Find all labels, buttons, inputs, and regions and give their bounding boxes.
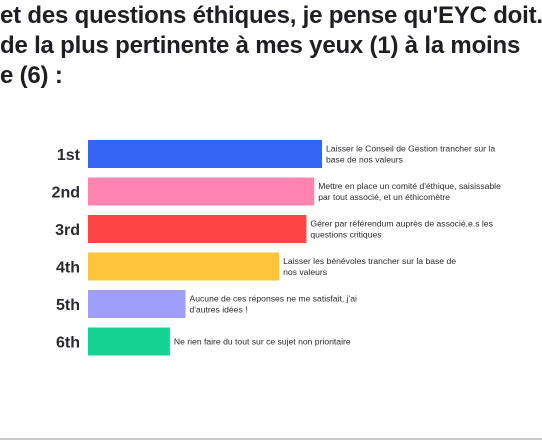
question-title: et des questions éthiques, je pense qu'E… [0,0,542,90]
bar-3-label-line-1: Gérer par référendum auprès de associé.e… [310,219,492,229]
bar-5-label-line-2: d'autres idées ! [190,305,248,315]
bar-1-label-line-2: base de nos valeurs [326,155,403,165]
rank-label-6: 6th [56,335,80,352]
bar-4-label-line-1: Laisser les bénévoles trancher sur la ba… [283,256,456,266]
bar-5 [88,290,186,318]
bar-2 [88,177,315,206]
rank-label-2: 2nd [52,185,80,202]
title-line-3: e (6) : [0,62,63,89]
bar-4-label-line-2: nos valeurs [283,267,327,277]
rank-label-4: 4th [56,260,80,277]
bar-2-label-line-1: Mettre en place un comité d'éthique, sai… [318,181,501,191]
title-line-1: et des questions éthiques, je pense qu'E… [0,2,542,29]
bar-6-label-line-1: Ne rien faire du tout sur ce sujet non p… [174,337,351,347]
bar-5-label-line-1: Aucune de ces réponses ne me satisfait, … [190,294,357,304]
bottom-divider [0,438,542,440]
bar-3-label-line-2: questions critiques [310,230,381,240]
bar-1 [88,140,322,168]
bar-4 [88,252,280,281]
rank-label-3: 3rd [55,222,80,239]
rank-label-5: 5th [56,297,80,314]
bar-6 [88,327,170,356]
title-line-2: de la plus pertinente à mes yeux (1) à l… [0,32,521,59]
bar-1-label-line-1: Laisser le Conseil de Gestion trancher s… [326,144,495,154]
bar-3 [88,215,307,243]
bar-2-label-line-2: par tout associé, et un éthicomètre [318,192,450,202]
rank-label-1: 1st [57,147,81,164]
